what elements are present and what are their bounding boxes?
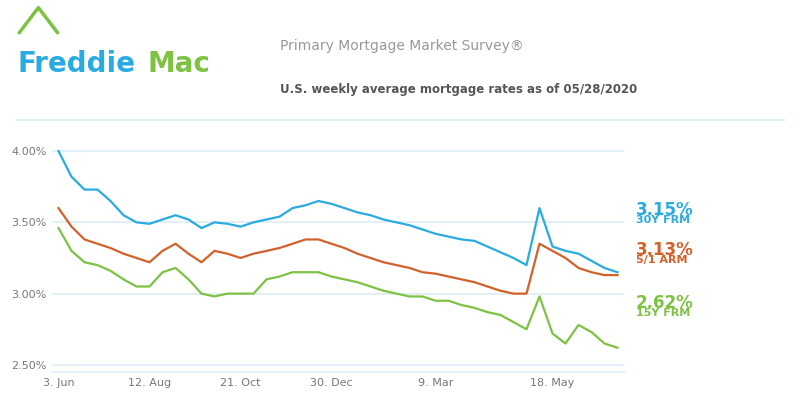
Text: Primary Mortgage Market Survey®: Primary Mortgage Market Survey® — [280, 39, 524, 53]
Text: 3.15%: 3.15% — [636, 201, 694, 219]
Text: Freddie: Freddie — [18, 50, 135, 78]
Text: 3.13%: 3.13% — [636, 241, 694, 259]
Text: 5/1 ARM: 5/1 ARM — [636, 255, 687, 265]
Text: Mac: Mac — [148, 50, 211, 78]
Text: 30Y FRM: 30Y FRM — [636, 215, 690, 225]
Text: U.S. weekly average mortgage rates as of 05/28/2020: U.S. weekly average mortgage rates as of… — [280, 84, 638, 96]
Text: 15Y FRM: 15Y FRM — [636, 308, 690, 318]
Text: 2.62%: 2.62% — [636, 294, 694, 312]
